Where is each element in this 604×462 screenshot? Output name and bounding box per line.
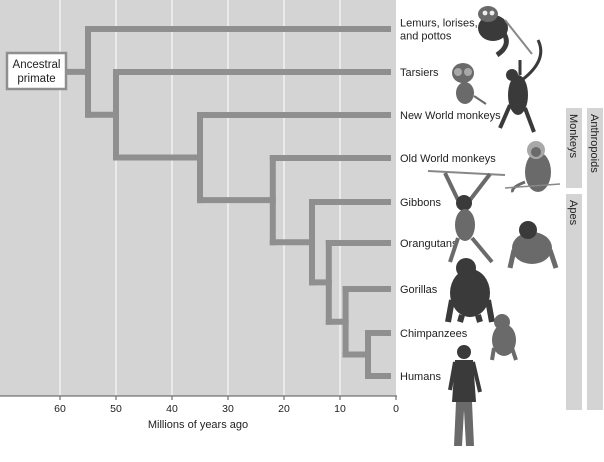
taxon-labels: Lemurs, lorises,and pottos Tarsiers New Wo… xyxy=(400,18,501,384)
taxon-label: Gorillas xyxy=(400,284,438,296)
tree-branches xyxy=(63,26,391,379)
taxon-label: Gibbons xyxy=(400,197,441,209)
group-label: Monkeys xyxy=(567,114,579,159)
lemur-illustration xyxy=(478,6,533,58)
human-illustration xyxy=(448,345,482,446)
orangutan-illustration xyxy=(507,221,559,269)
old-world-monkey-illustration xyxy=(504,141,561,193)
axis-tick-label: 30 xyxy=(222,403,234,415)
axis-tick-label: 0 xyxy=(393,403,399,415)
root-label: primate xyxy=(17,73,55,85)
root-box-frame xyxy=(5,51,68,91)
taxon-label: New World monkeys xyxy=(400,110,501,122)
time-axis: 60 50 40 30 20 10 0 Millions of years ago xyxy=(0,395,399,431)
group-label: Anthropoids xyxy=(588,114,600,173)
gibbon-illustration xyxy=(427,170,506,264)
group-bar xyxy=(566,194,582,410)
primate-illustrations xyxy=(427,6,561,446)
axis-tick-label: 40 xyxy=(166,403,178,415)
axis-tick-label: 20 xyxy=(278,403,290,415)
spider-monkey-illustration xyxy=(498,39,543,133)
group-brackets: Monkeys Apes Anthropoids xyxy=(566,108,603,410)
root-node-box: Ancestral primate xyxy=(5,51,68,91)
taxon-label: Tarsiers xyxy=(400,67,439,79)
taxon-label: Orangutans xyxy=(400,238,458,250)
group-bar xyxy=(587,108,603,410)
axis-tick-label: 60 xyxy=(54,403,66,415)
tarsier-illustration xyxy=(452,63,487,105)
taxon-label: and pottos xyxy=(400,31,452,43)
group-label: Apes xyxy=(567,200,579,226)
gorilla-illustration xyxy=(445,258,495,323)
root-label: Ancestral xyxy=(13,59,61,71)
chimpanzee-illustration xyxy=(490,314,518,361)
taxon-label: Humans xyxy=(400,371,441,383)
axis-title: Millions of years ago xyxy=(148,419,248,431)
group-bar xyxy=(566,108,582,188)
taxon-label: Chimpanzees xyxy=(400,328,468,340)
taxon-label: Lemurs, lorises, xyxy=(400,18,478,30)
axis-tick-label: 10 xyxy=(334,403,346,415)
taxon-label: Old World monkeys xyxy=(400,153,496,165)
axis-tick-label: 50 xyxy=(110,403,122,415)
